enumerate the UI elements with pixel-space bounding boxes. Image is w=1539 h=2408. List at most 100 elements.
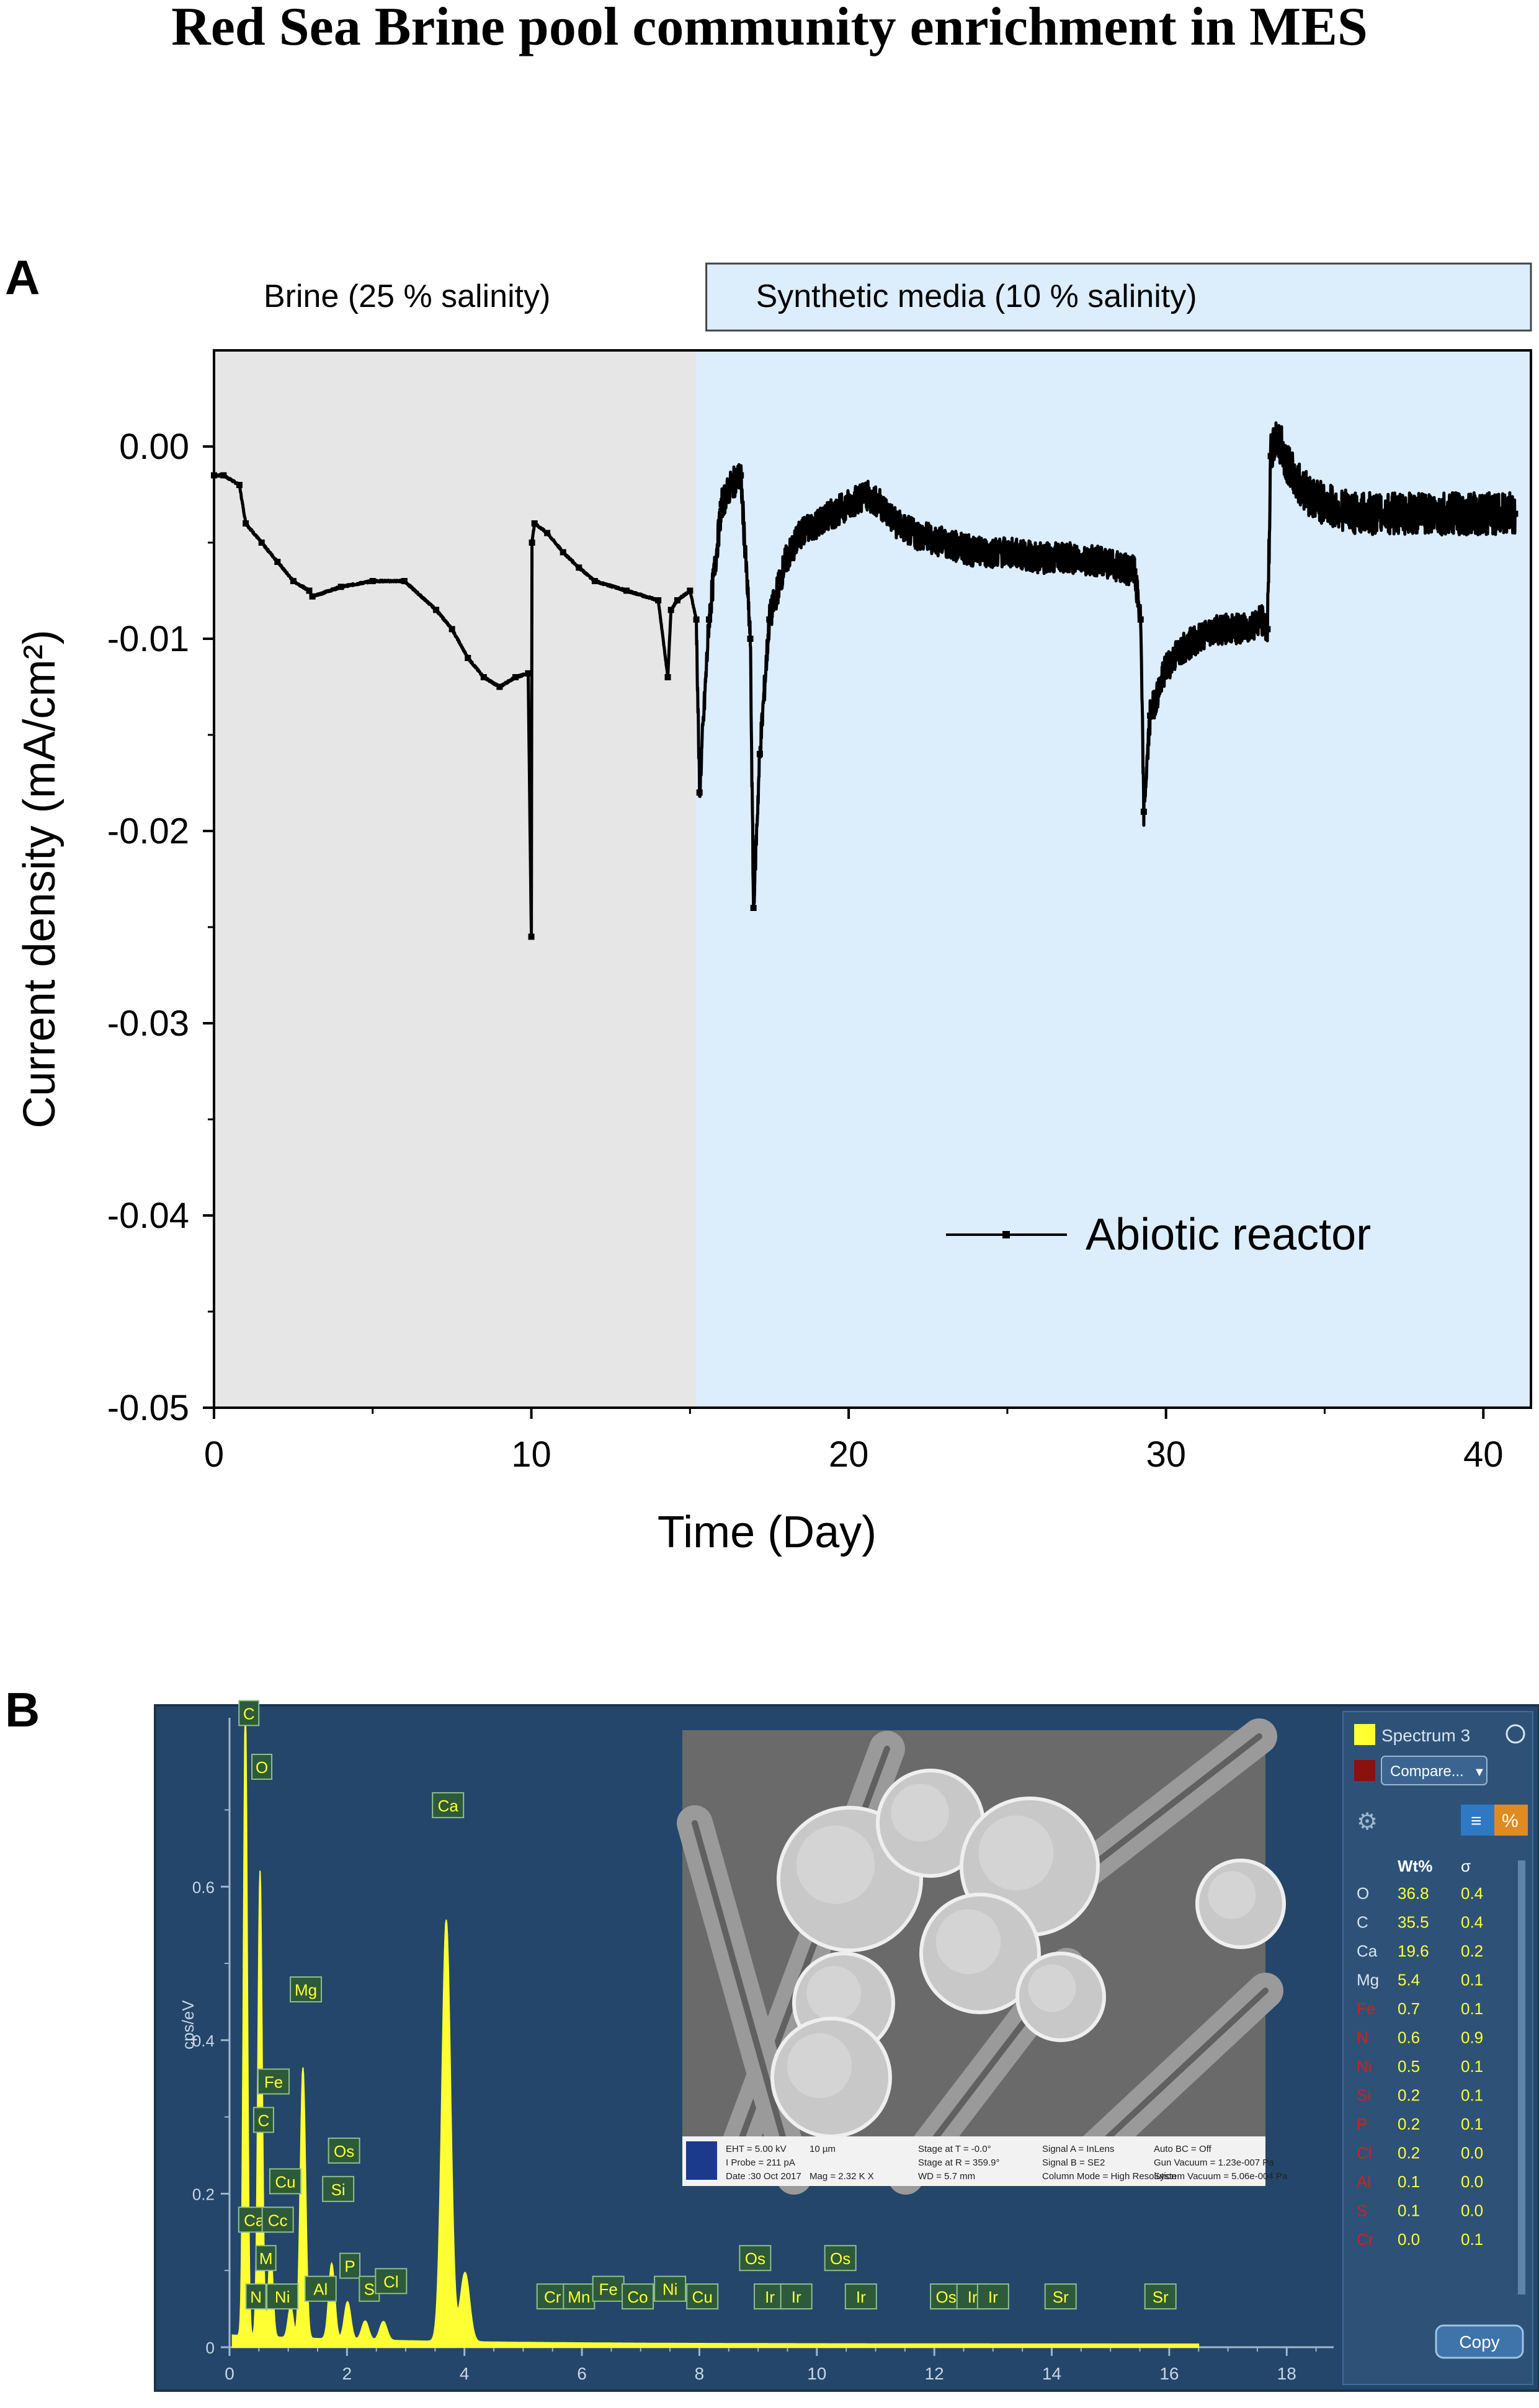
eds-peak-label-text: Ir [968,2288,978,2306]
data-point [693,616,700,623]
table-sigma-value: 0.0 [1461,2144,1483,2162]
data-point [845,501,852,507]
eds-peak-label-text: Os [745,2249,765,2268]
data-point [433,606,440,613]
data-point [1137,616,1144,623]
data-point [1226,626,1233,633]
data-point [525,670,532,677]
eds-peak-label: Sr [1044,2283,1077,2310]
sem-info-text: EHT = 5.00 kV [726,2144,787,2154]
copy-button-label: Copy [1459,2332,1499,2352]
eds-peak-label: Al [304,2275,337,2302]
table-wt-value: 0.2 [1398,2144,1420,2162]
data-point [1194,636,1201,642]
eds-peak-label: C [238,1700,260,1726]
data-point [1385,510,1391,517]
table-element: Fe [1357,1999,1375,2018]
data-point [528,933,535,940]
series-abiotic-reactor [211,421,1519,940]
eds-x-tick-label: 0 [225,2364,234,2383]
eds-peak-label: Os [739,2245,772,2272]
y-tick-label: -0.05 [107,1388,189,1428]
data-point [1147,713,1154,719]
percent-icon: % [1502,1811,1519,1831]
eds-peak-label-box [1144,2283,1177,2310]
data-point [544,530,551,536]
x-tick-label: 0 [204,1434,224,1475]
eds-peak-label-box [266,2283,299,2310]
table-element: C [1357,1913,1368,1932]
eds-y-tick-label: 0 [206,2339,215,2357]
table-element: N [1357,2028,1368,2047]
data-point [1480,510,1487,517]
eds-peak-label-box [304,2275,337,2302]
sem-info-text: Date :30 Oct 2017 [726,2171,801,2182]
eds-peak-label-text: Sr [1053,2288,1069,2306]
x-tick-label: 40 [1463,1434,1504,1475]
current-density-chart: Brine (25 % salinity) Synthetic media (10… [15,262,1532,1557]
data-point [667,606,674,613]
data-point [243,520,249,526]
list-view-button [1461,1805,1494,1836]
sem-aggregate-highlight [1208,1871,1256,1919]
x-tick-label: 20 [829,1434,869,1475]
table-wt-value: 35.5 [1398,1913,1429,1932]
data-point [738,472,744,479]
eds-x-tick-label: 14 [1042,2364,1061,2383]
eds-peak-label: Si [322,2175,355,2202]
table-wt-value: 36.8 [1398,1884,1429,1903]
data-point [1162,664,1169,671]
data-point [750,905,757,911]
eds-peak-label-text: Fe [599,2280,618,2299]
table-sigma-value: 0.9 [1461,2028,1483,2047]
sem-aggregate-highlight [1028,1964,1076,2012]
table-wt-value: 19.6 [1398,1942,1429,1960]
y-tick-label: 0.00 [119,427,189,467]
eds-spectrum-panel: 0.60.40.20cps/eV024681012141618keCOCaMgF… [154,1700,1539,2392]
eds-peak-label-text: Ni [275,2288,290,2306]
eds-peak-label: Ni [266,2283,299,2310]
y-tick-label: -0.03 [107,1003,189,1044]
table-wt-value: 0.1 [1398,2172,1420,2191]
eds-peak-label: P [339,2252,361,2279]
data-point [309,593,316,600]
sem-image: EHT = 5.00 kV 10 µm Stage at T = -0.0° Sign… [677,1718,1288,2195]
play-icon [1506,1724,1525,1744]
y-tick-label: -0.02 [107,811,189,851]
eds-peak-label-text: Ca [438,1797,459,1815]
y-tick-label: -0.01 [107,619,189,659]
table-sigma-value: 0.1 [1461,2115,1483,2133]
eds-peak-label-box [328,2137,360,2164]
data-point [1264,626,1271,633]
data-point [1210,626,1217,633]
eds-peak-label-text: M [259,2249,273,2268]
table-element: Ni [1357,2057,1372,2076]
eds-spectrum [231,1717,1200,2348]
data-point [1258,616,1265,623]
data-point [623,587,630,594]
table-element: P [1357,2115,1367,2133]
eds-peak-label-text: Ir [792,2288,801,2306]
eds-peak-label-box [976,2283,1009,2310]
sem-info-text: System Vacuum = 5.06e-004 Pa [1154,2171,1288,2182]
data-point [290,578,297,584]
eds-peak-label-text: Cu [275,2172,295,2191]
eds-peak-label: Mn [563,2283,596,2310]
eds-peak-label-text: Cl [383,2272,399,2291]
sem-info-text: WD = 5.7 mm [918,2171,975,2182]
eds-x-tick-label: 2 [342,2364,352,2383]
table-header-wt: Wt% [1398,1857,1432,1875]
data-point [1036,554,1043,561]
eds-peak-label: Fe [592,2275,625,2302]
region-header-label-0: Brine (25 % salinity) [264,278,550,314]
eds-peak-label: N [245,2283,267,2310]
table-sigma-value: 0.2 [1461,1942,1483,1960]
eds-peak-label-box [432,1792,465,1818]
data-point [909,530,916,536]
eds-peak-label-text: Os [830,2249,850,2268]
data-point [718,501,725,507]
eds-y-axis-label: cps/eV [179,2000,197,2050]
data-point [560,549,566,556]
eds-x-tick-label: 8 [695,2364,705,2383]
eds-peak-label-text: Mg [295,1981,317,1999]
